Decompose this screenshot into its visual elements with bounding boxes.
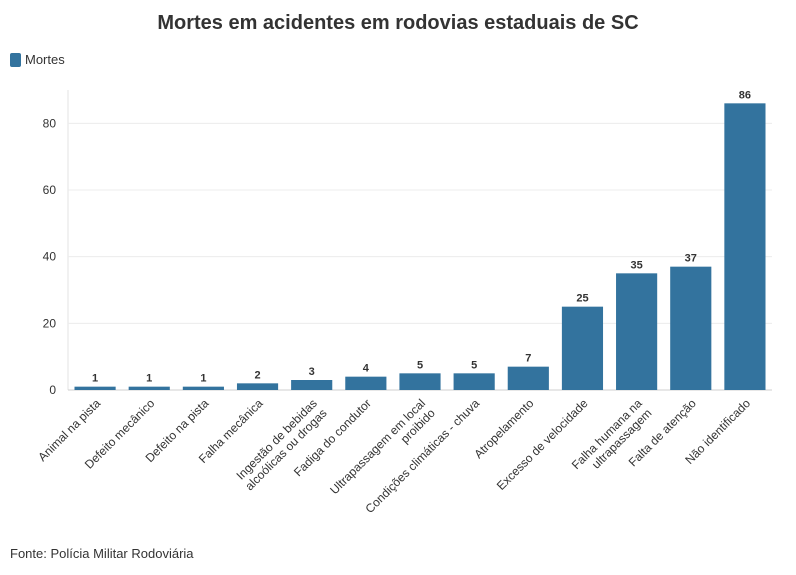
source-note: Fonte: Polícia Militar Rodoviária: [10, 546, 194, 561]
data-label: 3: [309, 366, 315, 378]
bar: [561, 306, 604, 390]
data-label: 1: [92, 373, 98, 385]
y-tick-label: 0: [49, 383, 56, 397]
data-label: 86: [739, 89, 751, 101]
data-label: 4: [363, 363, 370, 375]
data-label: 37: [685, 253, 697, 265]
bar: [399, 373, 441, 390]
bar: [670, 266, 712, 390]
x-tick-label: Excesso de velocidade: [494, 396, 591, 493]
bar: [128, 386, 170, 390]
legend: Mortes: [10, 52, 65, 67]
legend-swatch: [10, 52, 21, 67]
bar: [616, 273, 658, 390]
data-label: 1: [200, 373, 206, 385]
bar: [507, 366, 549, 390]
data-label: 5: [417, 359, 423, 371]
data-label: 25: [576, 293, 588, 305]
legend-label: Mortes: [25, 52, 65, 67]
bar: [453, 373, 495, 390]
data-label: 7: [525, 353, 531, 365]
chart-title: Mortes em acidentes em rodovias estaduai…: [157, 12, 639, 34]
bar: [74, 386, 116, 390]
bar: [182, 386, 224, 390]
data-label: 1: [146, 373, 152, 385]
y-tick-label: 20: [43, 316, 57, 330]
bar: [345, 376, 387, 390]
y-tick-label: 60: [43, 183, 57, 197]
bar: [236, 383, 279, 390]
y-tick-label: 40: [43, 250, 57, 264]
bar: [291, 380, 333, 390]
data-label: 5: [471, 359, 477, 371]
y-tick-label: 80: [43, 116, 57, 130]
data-label: 35: [630, 259, 642, 271]
bar: [724, 103, 766, 390]
data-label: 2: [254, 369, 260, 381]
